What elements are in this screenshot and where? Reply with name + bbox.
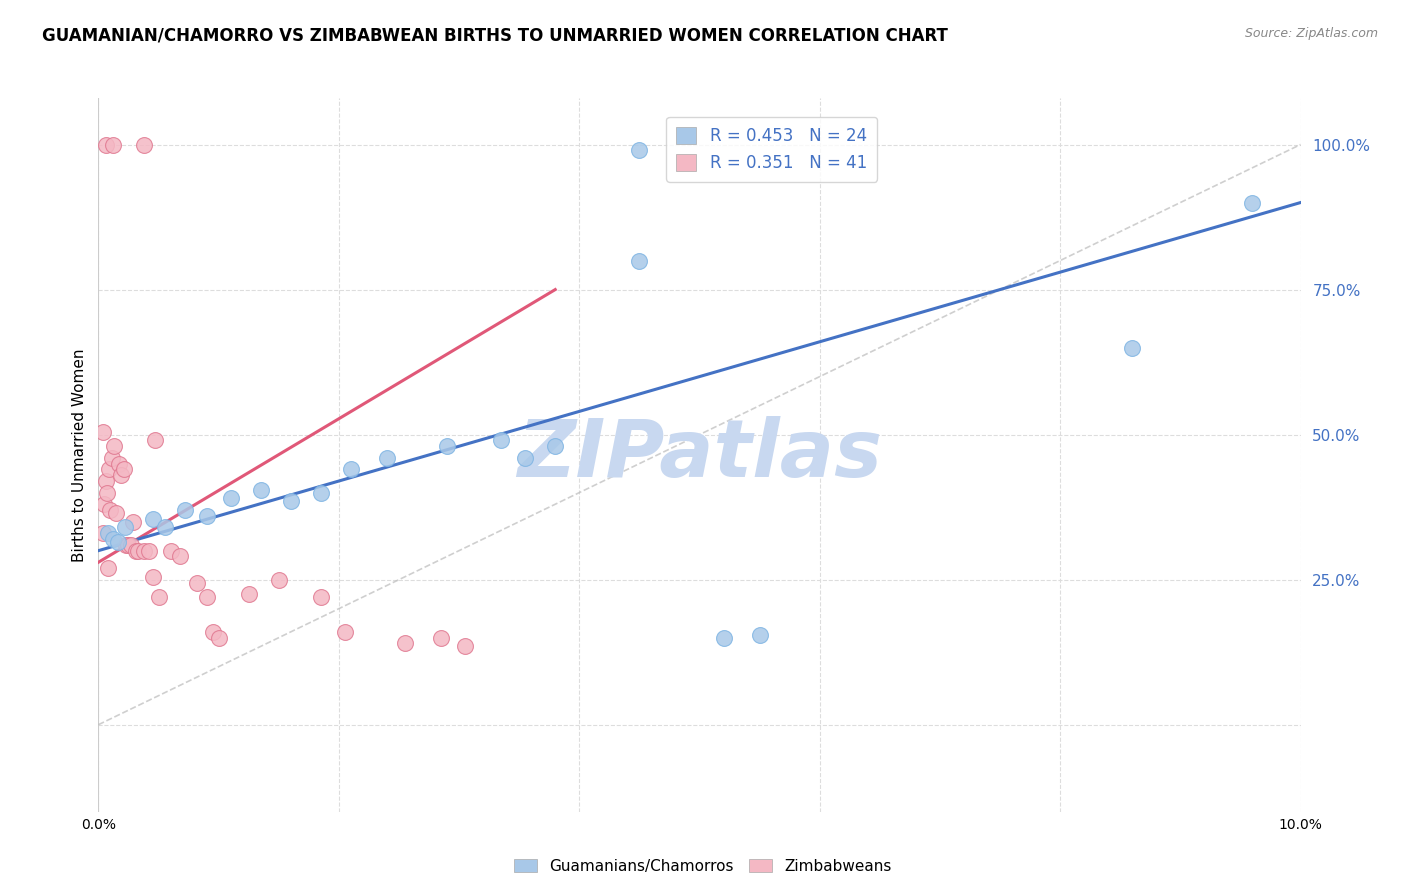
Point [515,450,537,465]
Point [141,512,163,526]
Point [100,450,122,465]
Point [132,137,155,152]
Point [333,624,356,639]
Point [628,144,651,158]
Point [267,573,290,587]
Legend: R = 0.453   N = 24, R = 0.351   N = 41: R = 0.453 N = 24, R = 0.351 N = 41 [666,117,877,182]
Point [159,543,181,558]
Point [108,457,131,471]
Point [153,520,176,534]
Point [436,439,458,453]
Point [100,503,122,517]
Point [138,543,160,558]
Point [103,439,125,453]
Point [748,628,770,642]
Point [91,425,114,439]
Point [117,538,139,552]
Point [280,494,302,508]
Point [454,640,477,654]
Legend: Guamanians/Chamorros, Zimbabweans: Guamanians/Chamorros, Zimbabweans [508,853,898,880]
Point [91,526,114,541]
Point [101,532,124,546]
Text: 0.0%: 0.0% [82,818,115,831]
Point [195,590,218,604]
Text: ZIPatlas: ZIPatlas [517,416,882,494]
Point [94,137,117,152]
Point [110,468,132,483]
Point [125,543,148,558]
Point [107,535,129,549]
Point [94,474,117,488]
Point [132,543,155,558]
Point [249,483,271,497]
Point [148,590,170,604]
Point [309,590,332,604]
Point [115,538,138,552]
Point [1121,341,1143,355]
Point [169,549,191,564]
Point [201,624,224,639]
Point [96,485,118,500]
Point [489,434,512,448]
Point [544,439,567,453]
Point [101,137,124,152]
Point [143,434,166,448]
Point [97,561,120,575]
Text: Source: ZipAtlas.com: Source: ZipAtlas.com [1244,27,1378,40]
Point [93,497,115,511]
Point [219,491,242,506]
Point [238,587,260,601]
Point [208,631,231,645]
Point [430,631,453,645]
Point [112,462,135,476]
Point [394,636,416,650]
Point [98,462,121,476]
Point [628,253,651,268]
Point [186,575,208,590]
Point [174,503,197,517]
Point [1241,195,1264,210]
Point [97,526,120,541]
Text: 10.0%: 10.0% [1278,818,1323,831]
Point [195,508,218,523]
Text: GUAMANIAN/CHAMORRO VS ZIMBABWEAN BIRTHS TO UNMARRIED WOMEN CORRELATION CHART: GUAMANIAN/CHAMORRO VS ZIMBABWEAN BIRTHS … [42,27,948,45]
Point [713,631,735,645]
Point [375,450,398,465]
Point [309,485,332,500]
Point [340,462,363,476]
Point [105,506,128,520]
Point [122,515,145,529]
Point [114,520,136,534]
Point [127,543,149,558]
Y-axis label: Births to Unmarried Women: Births to Unmarried Women [72,348,87,562]
Point [141,570,163,584]
Point [120,538,142,552]
